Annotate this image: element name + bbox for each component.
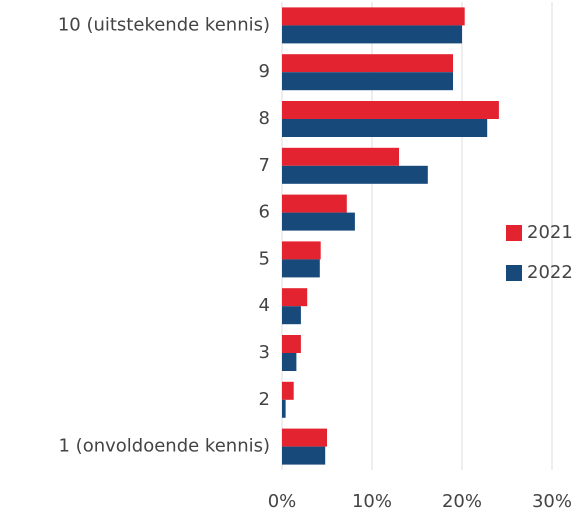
bar xyxy=(282,428,327,447)
bar xyxy=(282,335,301,353)
x-tick-label: 10% xyxy=(352,491,392,512)
y-tick-label: 8 xyxy=(259,108,270,129)
x-tick-label: 30% xyxy=(532,491,572,512)
y-tick-label: 7 xyxy=(259,155,270,176)
bar xyxy=(282,212,355,231)
y-tick-label: 4 xyxy=(259,295,270,316)
bar xyxy=(282,241,321,260)
bar xyxy=(282,446,326,465)
bar xyxy=(282,54,453,73)
bar xyxy=(282,288,308,307)
bar xyxy=(282,259,320,278)
bar xyxy=(282,119,488,137)
legend-label: 2021 xyxy=(527,222,573,243)
y-tick-label: 9 xyxy=(259,61,270,82)
legend-swatch xyxy=(506,225,522,241)
y-tick-label: 5 xyxy=(259,248,270,269)
bar xyxy=(282,147,399,166)
y-tick-label: 3 xyxy=(259,342,270,363)
bar xyxy=(282,7,465,26)
y-tick-label: 1 (onvoldoende kennis) xyxy=(59,436,271,457)
legend-label: 2022 xyxy=(527,262,573,283)
bar xyxy=(282,306,301,325)
bar xyxy=(282,194,347,213)
bar xyxy=(282,25,462,44)
x-tick-label: 20% xyxy=(442,491,482,512)
bar xyxy=(282,381,294,400)
y-tick-label: 6 xyxy=(259,202,270,223)
bar xyxy=(282,165,428,184)
bar xyxy=(282,353,297,371)
bar xyxy=(282,101,499,119)
bar xyxy=(282,72,453,91)
x-tick-label: 0% xyxy=(268,491,297,512)
y-tick-label: 10 (uitstekende kennis) xyxy=(58,14,270,35)
y-tick-label: 2 xyxy=(259,389,270,410)
bar xyxy=(282,399,286,418)
legend-swatch xyxy=(506,265,522,281)
